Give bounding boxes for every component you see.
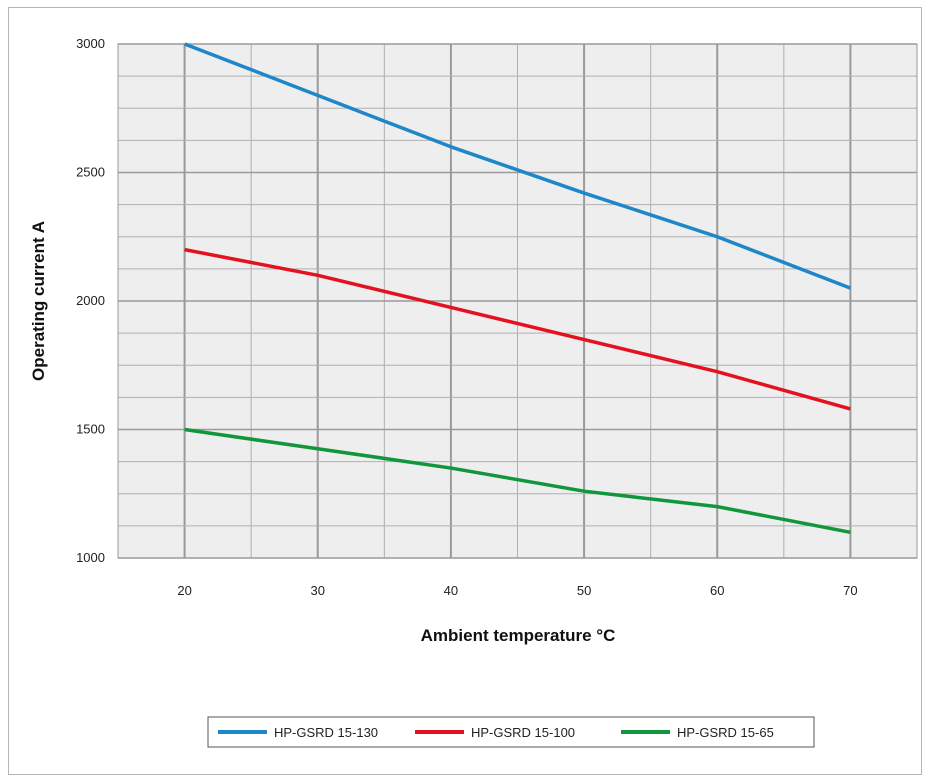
y-axis-title: Operating current A (29, 221, 48, 381)
x-tick-label: 30 (311, 583, 325, 598)
series-line (184, 427, 851, 535)
grid (117, 43, 918, 559)
x-axis-title: Ambient temperature °C (421, 626, 616, 645)
x-tick-label: 50 (577, 583, 591, 598)
y-tick-label: 3000 (76, 36, 105, 51)
series-lines (183, 42, 852, 535)
y-tick-label: 1500 (76, 422, 105, 437)
legend: HP-GSRD 15-130 HP-GSRD 15-100 HP-GSRD 15-6… (207, 716, 815, 748)
x-tick-label: 40 (444, 583, 458, 598)
x-tick-label: 60 (710, 583, 724, 598)
y-tick-label: 2000 (76, 293, 105, 308)
plot-border (117, 43, 918, 559)
legend-label: HP-GSRD 15-65 (677, 725, 774, 740)
legend-label: HP-GSRD 15-130 (274, 725, 378, 740)
series-line (183, 42, 852, 290)
x-tick-label: 20 (177, 583, 191, 598)
y-axis-ticks: 1000 1500 2000 2500 3000 (76, 36, 105, 565)
x-axis-ticks: 20 30 40 50 60 70 (177, 583, 857, 598)
x-tick-label: 70 (843, 583, 857, 598)
y-tick-label: 2500 (76, 165, 105, 180)
series-line (184, 247, 851, 411)
legend-label: HP-GSRD 15-100 (471, 725, 575, 740)
legend-box (207, 716, 815, 748)
y-tick-label: 1000 (76, 550, 105, 565)
